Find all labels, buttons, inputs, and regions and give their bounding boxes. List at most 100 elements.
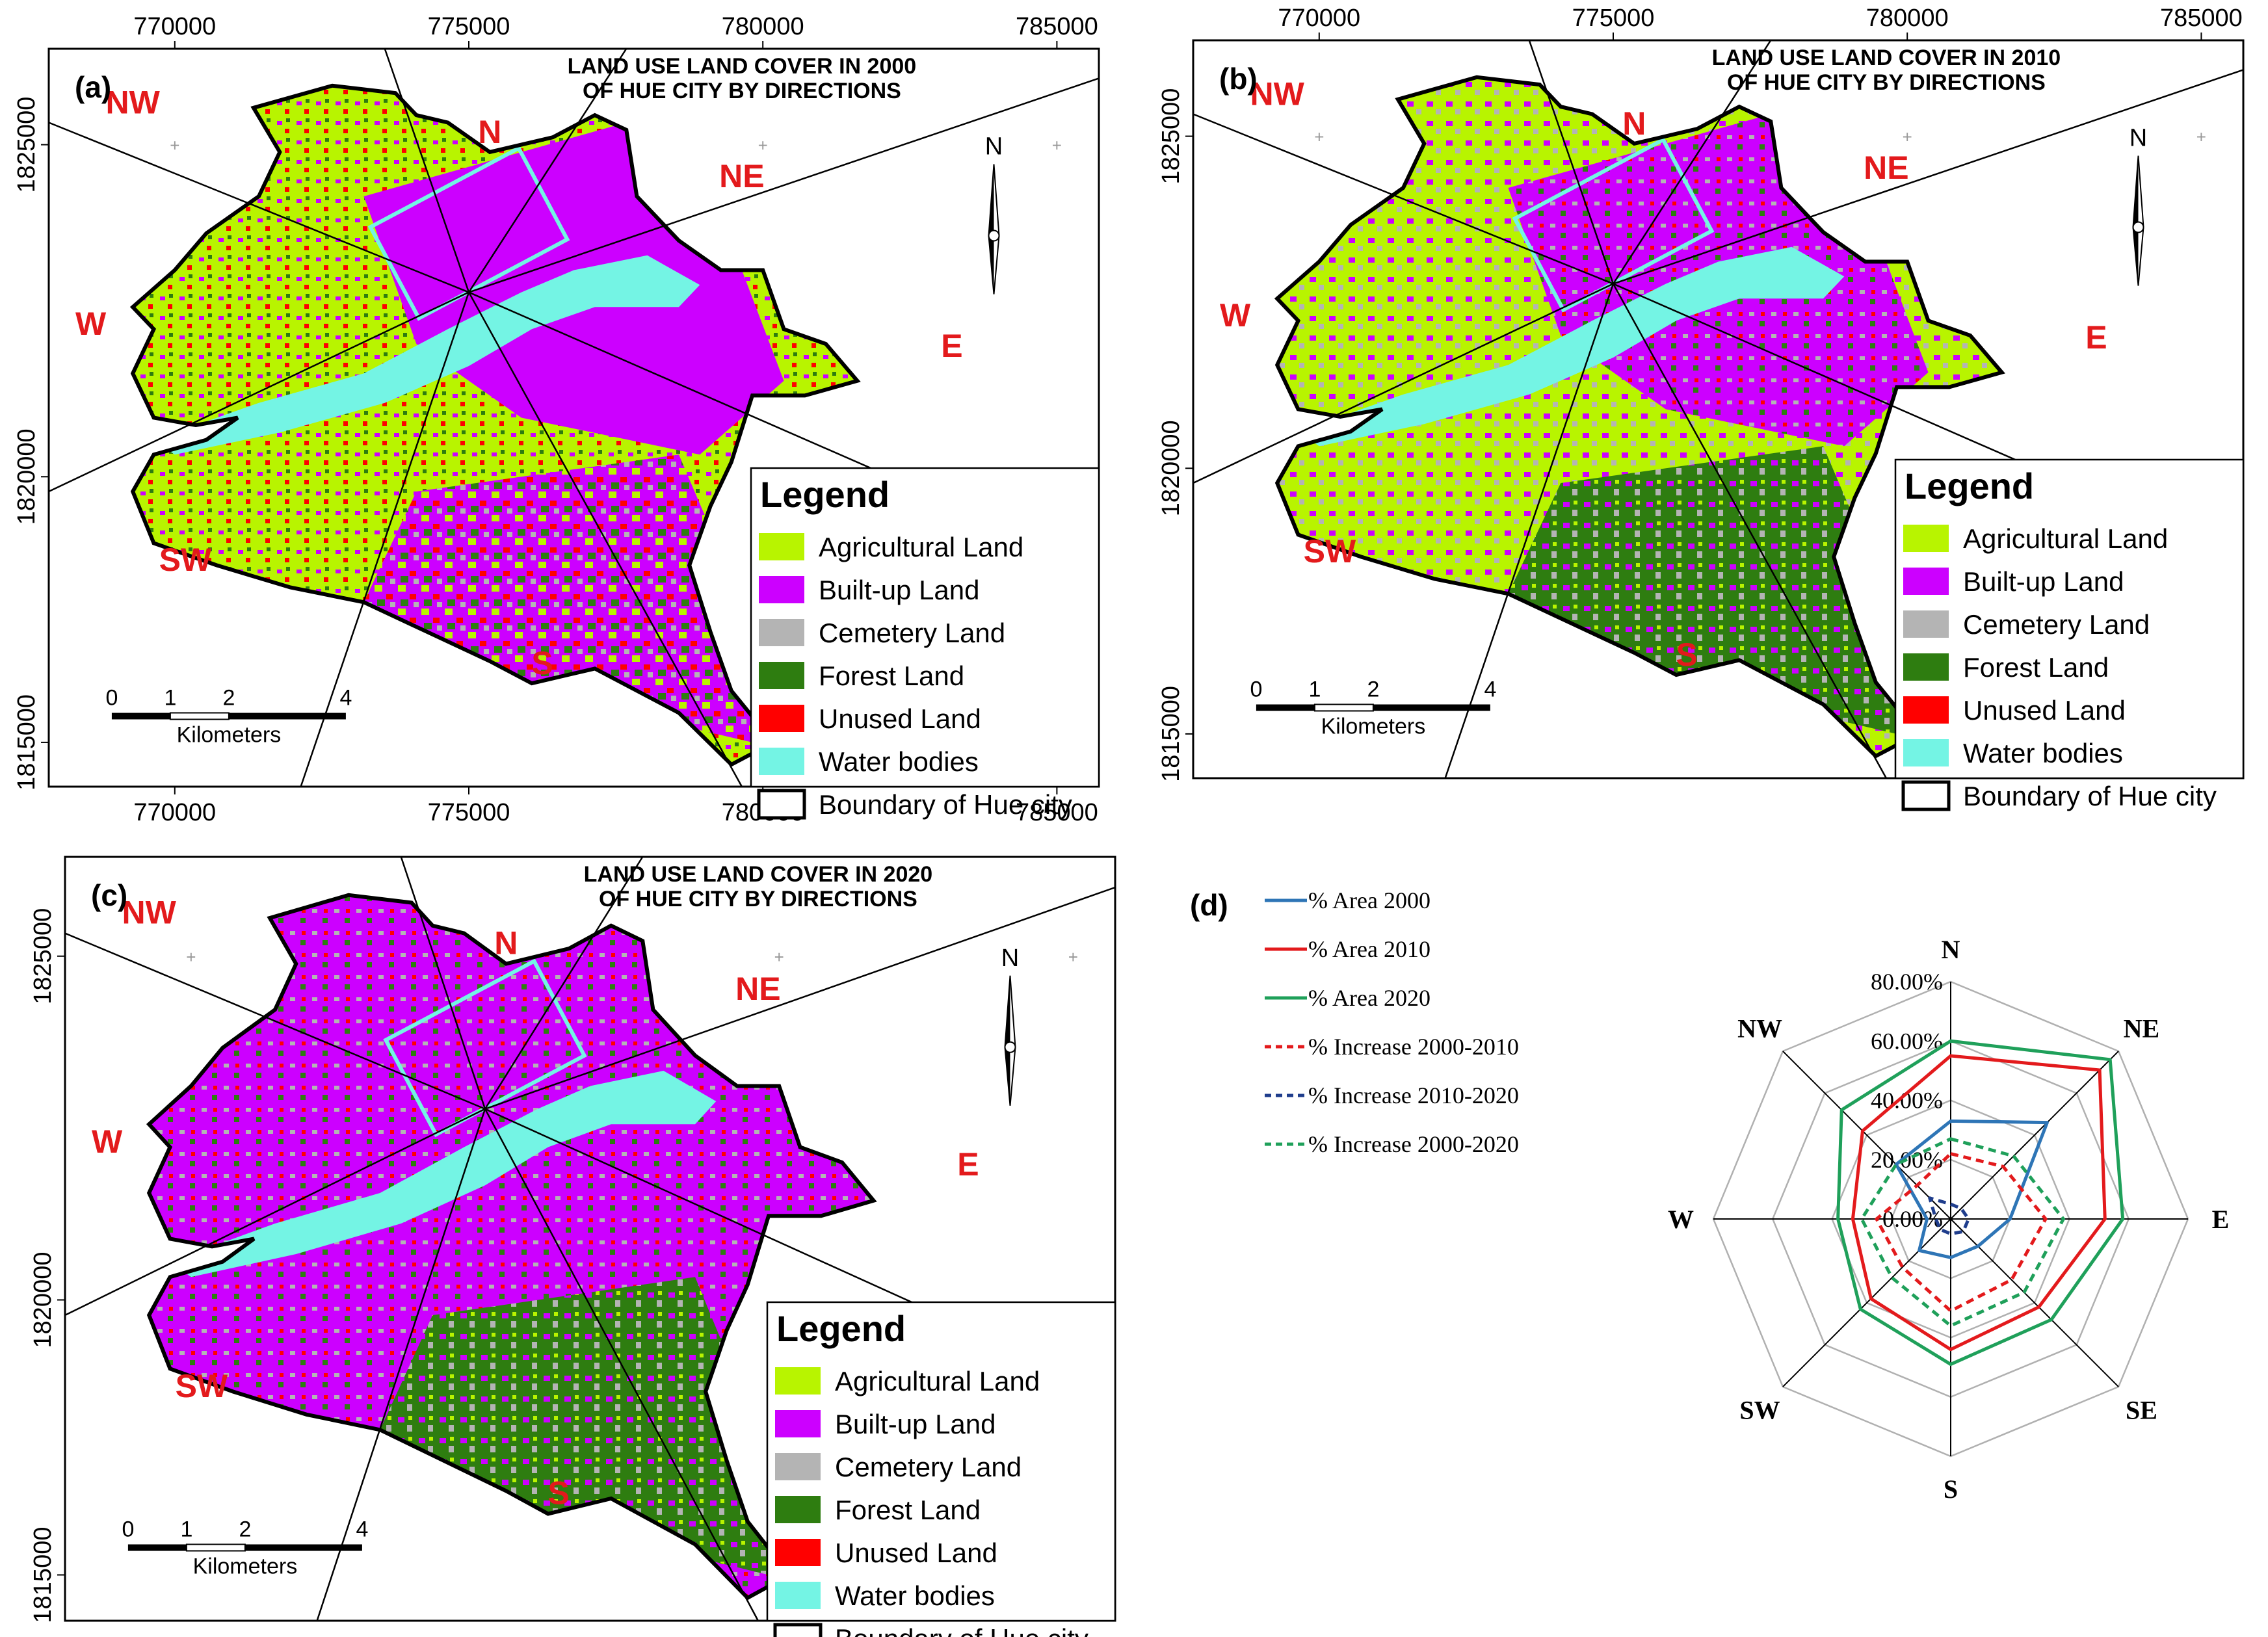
citadel-moat [1512, 137, 1715, 313]
legend-swatch [775, 1496, 821, 1523]
direction-label-n: N [494, 924, 518, 961]
north-arrow-hub [2132, 221, 2144, 233]
panel-label: (c) [91, 878, 127, 912]
map-panel: 770000770000+775000775000+780000780000+7… [13, 13, 1100, 826]
direction-line [300, 292, 470, 787]
direction-line [468, 48, 627, 293]
direction-label-s: S [547, 1474, 569, 1511]
radar-axis-spoke [1782, 1218, 1951, 1387]
direction-label-w: W [75, 306, 107, 342]
x-tick-label-top: 770000 [133, 13, 216, 40]
direction-label-sw: SW [1304, 533, 1356, 570]
direction-line [64, 1108, 486, 1316]
north-arrow: N [1001, 945, 1019, 1106]
scale-tick-label: 0 [1250, 677, 1262, 702]
river [153, 255, 700, 455]
direction-label-sw: SW [159, 542, 212, 578]
panel-label: (b) [1219, 62, 1258, 96]
radar-direction-label: NE [2124, 1014, 2160, 1043]
citadel-moat [367, 145, 570, 321]
scale-segment [228, 713, 346, 720]
scale-tick-label: 4 [1484, 677, 1496, 702]
legend-title: Legend [1905, 465, 2034, 506]
direction-label-nw: NW [122, 894, 177, 930]
north-arrow-fill [988, 164, 994, 295]
scale-unit: Kilometers [193, 1554, 298, 1579]
legend-swatch [775, 1410, 821, 1437]
scale-segment [244, 1544, 362, 1551]
radar-legend-label: % Increase 2000-2020 [1308, 1131, 1519, 1157]
radar-legend: % Area 2000 % Area 2010 % Area 2020 % Incre… [1265, 887, 1519, 1157]
river [170, 1071, 717, 1277]
scale-unit: Kilometers [1321, 714, 1426, 739]
x-tick-label-top: 785000 [2160, 5, 2243, 32]
north-arrow-label: N [985, 133, 1003, 161]
direction-label-s: S [1676, 636, 1697, 673]
north-arrow-hub [1004, 1041, 1016, 1053]
legend-swatch [1903, 739, 1949, 766]
scale-tick-label: 4 [356, 1517, 368, 1542]
direction-line [484, 886, 1116, 1110]
legend: Legend Agricultural Land Built-up Land Ceme… [1894, 458, 2245, 811]
radar-direction-label: E [2212, 1205, 2230, 1234]
radar-series-line [1894, 1119, 2049, 1259]
legend-item-label: Built-up Land [1963, 566, 2124, 597]
x-tick-label-bottom: 770000 [133, 799, 216, 826]
radar-series-line [1860, 1137, 2065, 1328]
radar-legend-label: % Increase 2010-2020 [1308, 1082, 1519, 1108]
legend-swatch [1901, 780, 1951, 811]
legend-item-label: Unused Land [835, 1538, 997, 1568]
x-tick-label-top: 775000 [428, 13, 510, 40]
grid-cross: + [774, 947, 784, 967]
north-arrow-label: N [2130, 125, 2147, 152]
radar-legend-label: % Increase 2000-2010 [1308, 1034, 1519, 1060]
scale-tick-label: 2 [239, 1517, 251, 1542]
radar-ring-label: 60.00% [1871, 1028, 1943, 1054]
legend-swatch [1903, 525, 1949, 552]
direction-label-n: N [478, 114, 501, 150]
direction-line [48, 291, 469, 493]
legend-item-label: Agricultural Land [1963, 523, 2168, 554]
radar-ring-label: 80.00% [1871, 969, 1943, 995]
scale-tick-label: 2 [1367, 677, 1379, 702]
legend-title: Legend [760, 474, 890, 515]
legend-swatch [759, 662, 804, 689]
legend-item-label: Forest Land [1963, 652, 2109, 683]
direction-line [484, 856, 644, 1110]
direction-line [1612, 283, 1887, 779]
legend-swatch [775, 1539, 821, 1566]
direction-label-ne: NE [1864, 150, 1908, 186]
x-tick-label-top: 785000 [1016, 13, 1098, 40]
x-tick-label-top: 770000 [1278, 5, 1360, 32]
direction-label-w: W [92, 1123, 123, 1160]
scale-tick-label: 0 [105, 686, 118, 711]
legend-item-label: Built-up Land [835, 1409, 996, 1439]
direction-label-e: E [2085, 319, 2107, 356]
x-tick-label-top: 780000 [722, 13, 804, 40]
grid-cross: + [1903, 127, 1912, 147]
legend-item-label: Forest Land [819, 661, 964, 691]
map-panels: 770000 770000 +775000 775000 +780000 780000 +7… [13, 5, 2245, 1637]
panel-label: (a) [75, 70, 111, 104]
grid-cross: + [170, 136, 179, 155]
y-tick-label: 1815000 [13, 694, 40, 791]
radar-direction-label: NW [1737, 1014, 1782, 1043]
map-panel: 770000+775000+780000+785000+182500018200… [1157, 5, 2245, 811]
scale-tick-label: 4 [339, 686, 352, 711]
radar-axis-spoke [1950, 1051, 2119, 1220]
legend-item-label: Agricultural Land [819, 532, 1023, 562]
direction-line [1193, 283, 1614, 484]
radar-direction-label: S [1944, 1474, 1958, 1504]
direction-label-ne: NE [735, 971, 780, 1007]
scale-segment [111, 713, 170, 720]
legend-item-label: Boundary of Hue city [819, 789, 1072, 820]
y-tick-label: 1825000 [1157, 88, 1185, 185]
grid-cross: + [758, 136, 768, 155]
north-arrow: N [985, 133, 1003, 295]
direction-label-n: N [1622, 105, 1646, 142]
direction-label-e: E [957, 1146, 979, 1183]
map-panel: ++++182500018200001815000NNEESESSWWNW(c)… [29, 856, 1116, 1637]
radar-legend-label: % Area 2020 [1308, 985, 1431, 1011]
radar-direction-label: W [1668, 1205, 1694, 1234]
direction-line [64, 932, 486, 1110]
